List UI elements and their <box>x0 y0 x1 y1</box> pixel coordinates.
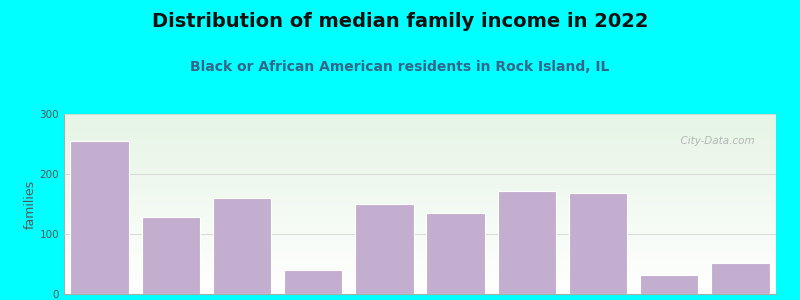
Text: Black or African American residents in Rock Island, IL: Black or African American residents in R… <box>190 60 610 74</box>
Bar <box>498 191 556 294</box>
Bar <box>213 198 271 294</box>
Bar <box>569 193 627 294</box>
Text: City-Data.com: City-Data.com <box>674 136 754 146</box>
Bar <box>426 213 485 294</box>
Y-axis label: families: families <box>24 179 37 229</box>
Bar <box>640 275 698 294</box>
Bar <box>355 204 414 294</box>
Bar <box>70 141 129 294</box>
Bar <box>284 270 342 294</box>
Text: Distribution of median family income in 2022: Distribution of median family income in … <box>152 12 648 31</box>
Bar <box>142 217 200 294</box>
Bar <box>711 263 770 294</box>
